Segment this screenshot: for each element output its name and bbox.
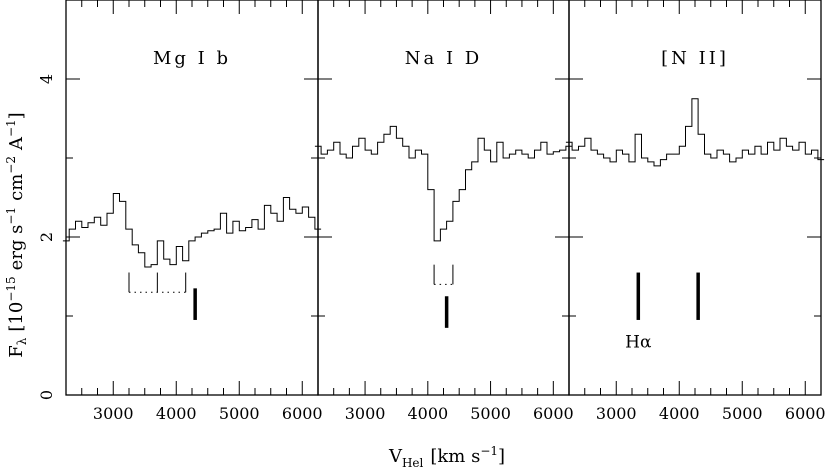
y-label-part2: erg s	[6, 225, 27, 271]
spectrum-line	[62, 193, 322, 268]
x-label-end: ]	[498, 446, 505, 467]
panel-label: [N II]	[661, 48, 729, 69]
y-label-exp2: −1	[4, 207, 18, 225]
x-tick-label: 3000	[93, 404, 134, 423]
y-tick-label: 4	[37, 74, 56, 84]
x-tick-label: 6000	[533, 404, 574, 423]
y-label-sub: λ	[15, 337, 29, 345]
x-tick-label: 3000	[345, 404, 386, 423]
x-tick-label: 5000	[722, 404, 763, 423]
x-label-sub: Hel	[402, 456, 424, 470]
y-label-end: ]	[6, 112, 27, 119]
panel-label: Mg I b	[153, 48, 231, 69]
x-tick-label: 4000	[156, 404, 197, 423]
y-label-part3: cm	[6, 174, 27, 201]
x-axis-label: VHel [km s−1]	[388, 444, 505, 470]
x-label-exp: −1	[480, 444, 498, 458]
y-label-exp3: −2	[4, 156, 18, 174]
y-label-f: F	[6, 345, 27, 358]
y-tick-label: 0	[37, 390, 56, 400]
x-tick-label: 4000	[407, 404, 448, 423]
y-label-exp1: −15	[4, 276, 18, 301]
x-label-v: V	[388, 446, 403, 467]
y-label-part4: A	[6, 136, 27, 151]
x-tick-label: 6000	[282, 404, 323, 423]
x-tick-label: 4000	[659, 404, 700, 423]
x-tick-label: 5000	[470, 404, 511, 423]
x-tick-label: 6000	[785, 404, 826, 423]
x-tick-label: 5000	[219, 404, 260, 423]
spectrum-line	[314, 125, 573, 242]
spectrum-line	[565, 98, 825, 167]
y-label-part1: [10	[6, 302, 27, 332]
y-axis-label: Fλ[10−15erg s−1cm−2A−1]	[4, 112, 29, 357]
y-label-exp4: −1	[4, 119, 18, 137]
y-tick-label: 2	[37, 232, 56, 242]
h-alpha-annotation: Hα	[625, 333, 652, 353]
x-tick-label: 3000	[596, 404, 637, 423]
panel-label: Na I D	[405, 48, 482, 69]
x-label-part: [km s	[430, 446, 480, 467]
